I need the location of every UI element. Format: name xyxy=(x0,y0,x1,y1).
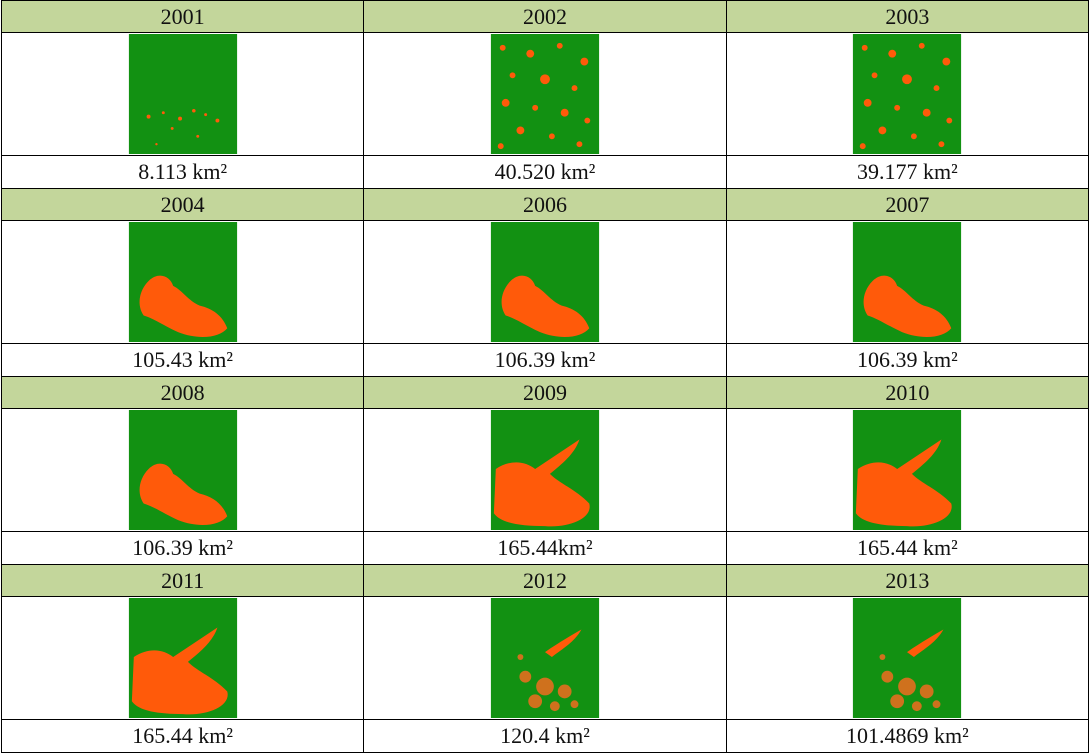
year-cell: 2001 xyxy=(0,0,365,33)
year-cell: 2004 xyxy=(0,188,365,221)
year-cell: 2011 xyxy=(0,564,365,597)
area-cell: 40.520 km² xyxy=(363,155,727,189)
image-cell xyxy=(725,596,1090,720)
year-cell: 2009 xyxy=(363,376,727,409)
header-row: 2001 2002 2003 xyxy=(0,0,1090,33)
map-image xyxy=(853,410,962,530)
year-cell: 2013 xyxy=(725,564,1090,597)
image-cell xyxy=(363,32,727,156)
image-cell xyxy=(0,596,365,720)
header-row: 2008 2009 2010 xyxy=(0,376,1090,409)
map-image xyxy=(853,598,962,718)
image-row xyxy=(0,220,1090,344)
area-cell: 106.39 km² xyxy=(363,343,727,377)
map-image xyxy=(128,222,237,342)
area-cell: 101.4869 km² xyxy=(725,719,1090,753)
image-cell xyxy=(363,408,727,532)
map-image xyxy=(490,598,600,718)
map-image xyxy=(853,34,962,154)
map-image xyxy=(128,34,237,154)
image-cell xyxy=(0,408,365,532)
area-cell: 165.44 km² xyxy=(0,719,365,753)
image-row xyxy=(0,596,1090,720)
area-cell: 165.44km² xyxy=(363,531,727,565)
image-cell xyxy=(725,220,1090,344)
image-cell xyxy=(0,32,365,156)
map-image xyxy=(128,410,237,530)
area-row: 106.39 km² 165.44km² 165.44 km² xyxy=(0,531,1090,565)
year-cell: 2010 xyxy=(725,376,1090,409)
image-row xyxy=(0,32,1090,156)
year-cell: 2012 xyxy=(363,564,727,597)
image-cell xyxy=(0,220,365,344)
year-cell: 2002 xyxy=(363,0,727,33)
area-cell: 106.39 km² xyxy=(725,343,1090,377)
image-cell xyxy=(725,408,1090,532)
area-cell: 39.177 km² xyxy=(725,155,1090,189)
map-image xyxy=(490,222,600,342)
area-row: 165.44 km² 120.4 km² 101.4869 km² xyxy=(0,719,1090,753)
area-row: 105.43 km² 106.39 km² 106.39 km² xyxy=(0,343,1090,377)
image-cell xyxy=(363,596,727,720)
image-cell xyxy=(363,220,727,344)
area-cell: 106.39 km² xyxy=(0,531,365,565)
map-image xyxy=(490,410,600,530)
area-cell: 165.44 km² xyxy=(725,531,1090,565)
map-image xyxy=(853,222,962,342)
area-cell: 105.43 km² xyxy=(0,343,365,377)
image-row xyxy=(0,408,1090,532)
area-cell: 8.113 km² xyxy=(0,155,365,189)
header-row: 2004 2006 2007 xyxy=(0,188,1090,221)
header-row: 2011 2012 2013 xyxy=(0,564,1090,597)
map-image xyxy=(490,34,600,154)
image-cell xyxy=(725,32,1090,156)
year-cell: 2003 xyxy=(725,0,1090,33)
year-cell: 2007 xyxy=(725,188,1090,221)
year-cell: 2008 xyxy=(0,376,365,409)
area-cell: 120.4 km² xyxy=(363,719,727,753)
year-cell: 2006 xyxy=(363,188,727,221)
area-row: 8.113 km² 40.520 km² 39.177 km² xyxy=(0,155,1090,189)
map-image xyxy=(128,598,237,718)
